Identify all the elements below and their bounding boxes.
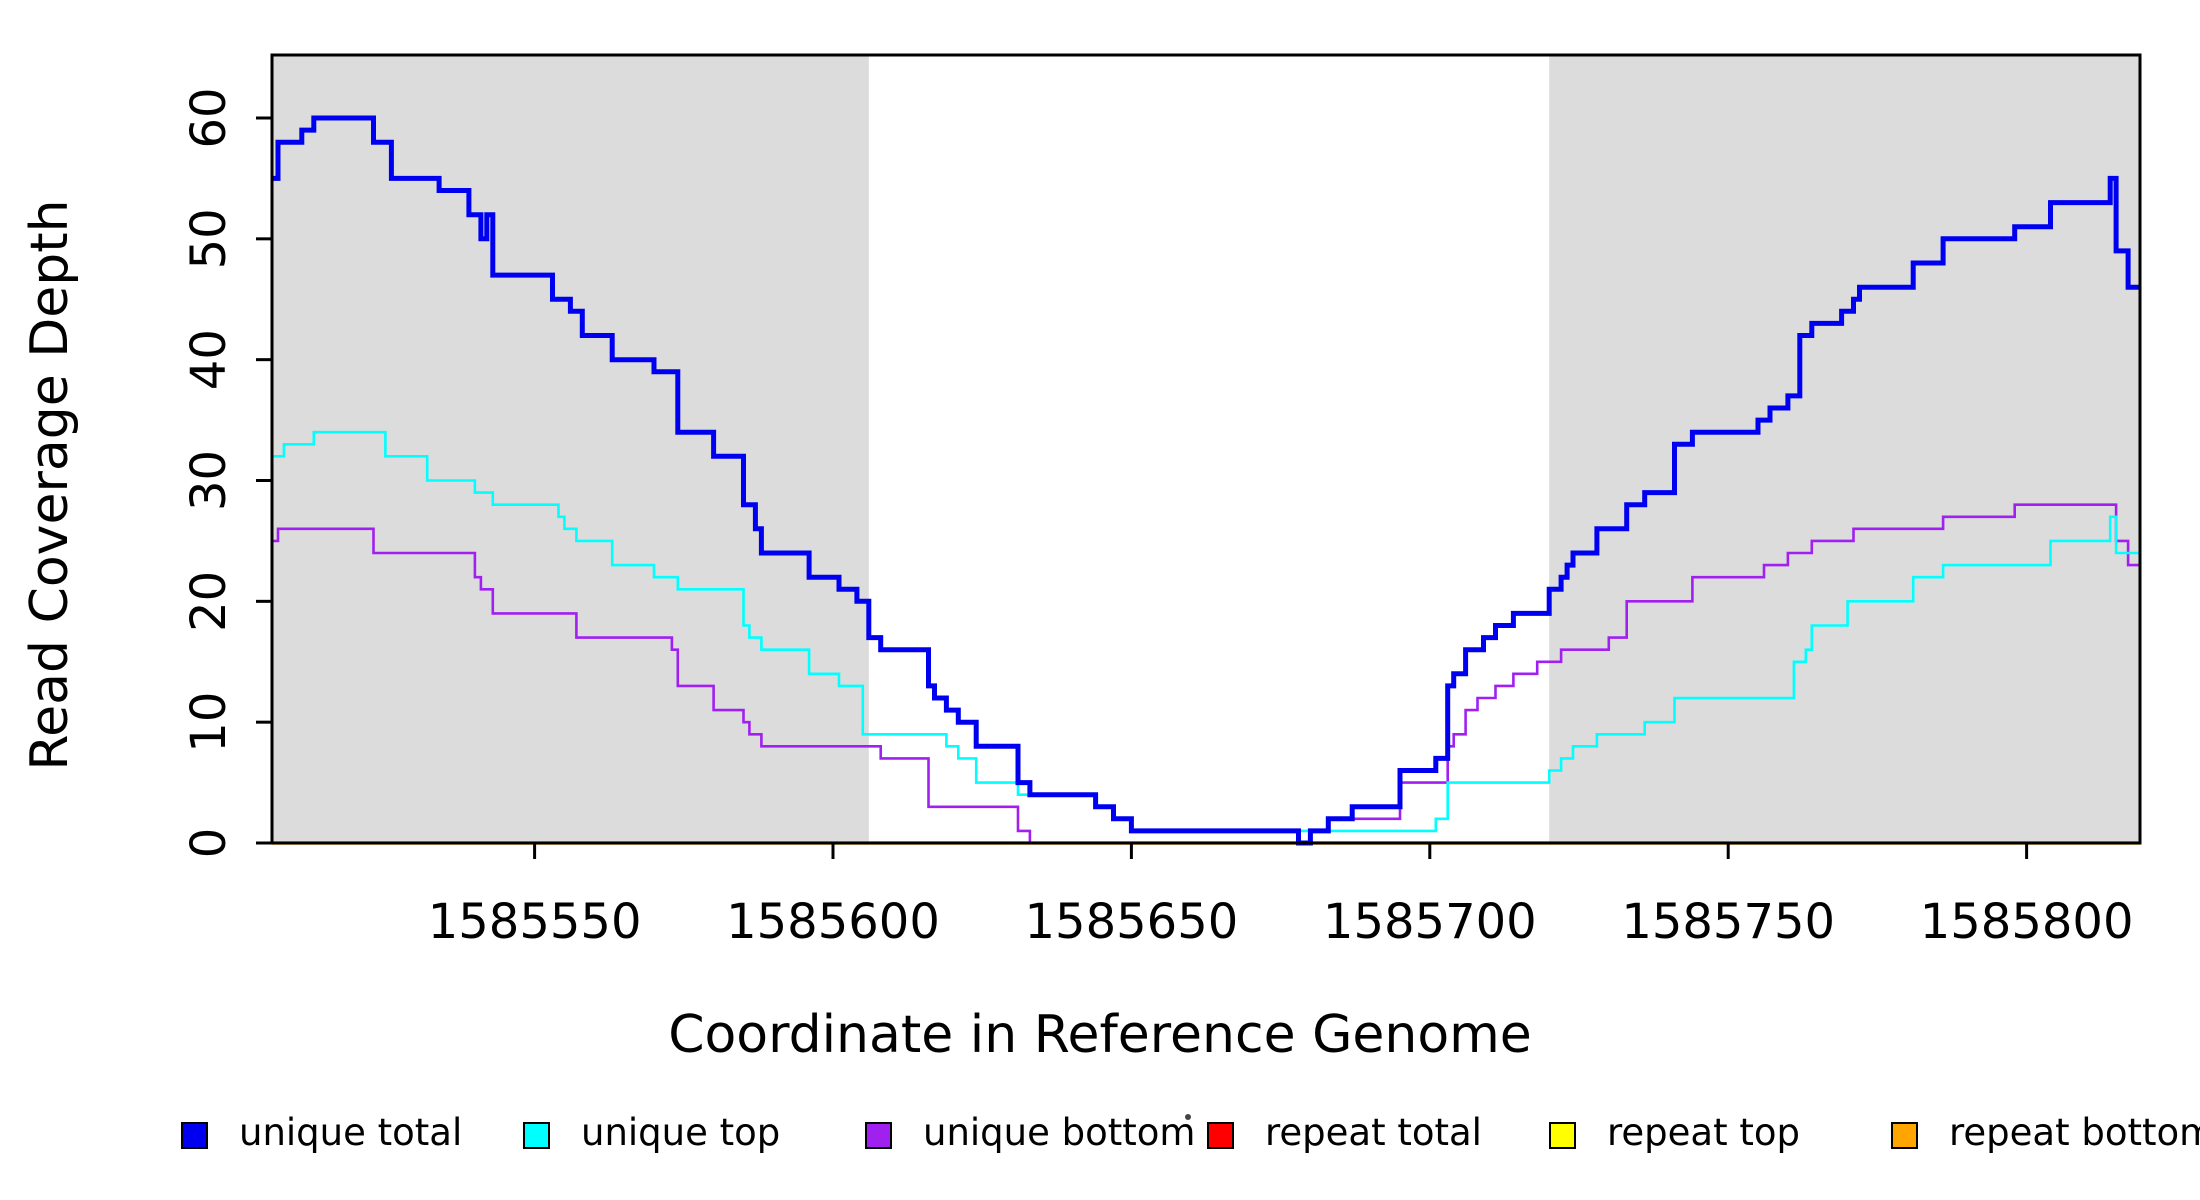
legend-label-repeat-top: repeat top bbox=[1607, 1111, 1800, 1154]
x-tick-label: 1585650 bbox=[1025, 894, 1239, 950]
y-tick-label: 60 bbox=[181, 87, 237, 148]
legend-label-repeat-total: repeat total bbox=[1265, 1111, 1482, 1154]
x-tick-label: 1585600 bbox=[726, 894, 940, 950]
right-unique-region bbox=[1549, 55, 2140, 843]
series-unique-top bbox=[272, 430, 2140, 833]
legend-swatch-repeat-total bbox=[1207, 1122, 1234, 1149]
legend-swatch-unique-top bbox=[523, 1122, 550, 1149]
legend-swatch-unique-total bbox=[181, 1122, 208, 1149]
legend-label-repeat-bottom: repeat bottom bbox=[1949, 1111, 2200, 1154]
y-tick-label: 10 bbox=[181, 692, 237, 753]
x-tick-label: 1585750 bbox=[1621, 894, 1835, 950]
legend-swatch-unique-bottom bbox=[865, 1122, 892, 1149]
x-tick-label: 1585550 bbox=[428, 894, 642, 950]
legend-label-unique-top: unique top bbox=[581, 1111, 780, 1154]
series-unique-bottom bbox=[272, 503, 2140, 845]
x-axis-title: Coordinate in Reference Genome bbox=[668, 1005, 1532, 1065]
stray-dot bbox=[1185, 1114, 1191, 1120]
y-axis-title: Read Coverage Depth bbox=[20, 199, 80, 771]
left-unique-region bbox=[272, 55, 869, 843]
y-tick-label: 50 bbox=[181, 208, 237, 269]
legend-label-unique-bottom: unique bottom bbox=[923, 1111, 1195, 1154]
y-tick-label: 20 bbox=[181, 571, 237, 632]
y-tick-label: 30 bbox=[181, 450, 237, 511]
legend-swatch-repeat-bottom bbox=[1891, 1122, 1918, 1149]
plot-border bbox=[270, 53, 2142, 845]
y-tick-label: 0 bbox=[181, 828, 237, 859]
x-tick-label: 1585800 bbox=[1920, 894, 2134, 950]
legend-label-unique-total: unique total bbox=[239, 1111, 462, 1154]
legend-swatch-repeat-top bbox=[1549, 1122, 1576, 1149]
x-tick-label: 1585700 bbox=[1323, 894, 1537, 950]
y-tick-label: 40 bbox=[181, 329, 237, 390]
series-unique-total bbox=[272, 115, 2140, 846]
